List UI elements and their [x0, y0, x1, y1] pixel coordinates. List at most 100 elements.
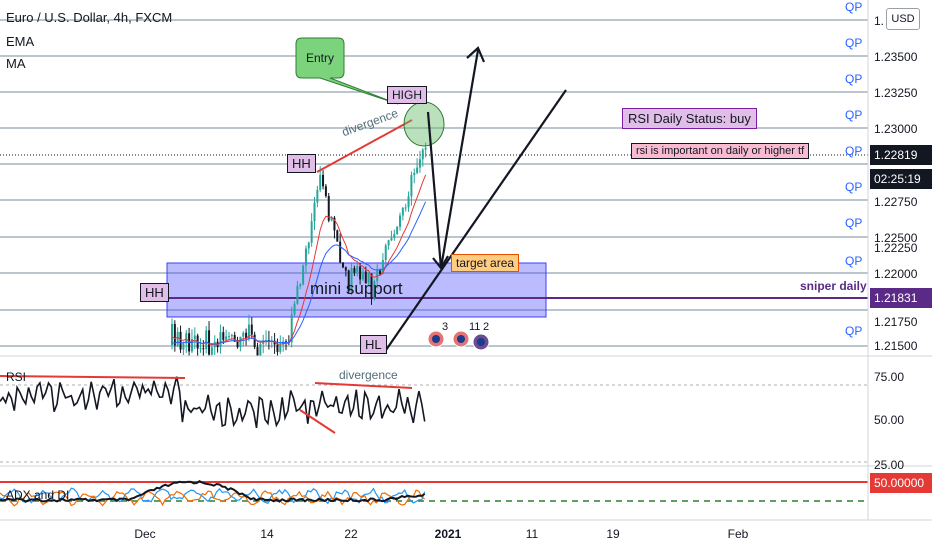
- candle-body: [342, 262, 344, 268]
- candle-body: [199, 348, 202, 350]
- price-tick: 1.22500: [874, 231, 918, 245]
- candle-body: [296, 286, 299, 304]
- candle-body: [421, 149, 424, 160]
- candle-body: [330, 217, 333, 221]
- ma-line: [171, 201, 427, 345]
- hh-label-left[interactable]: HH: [140, 283, 169, 302]
- sniper-daily-label[interactable]: sniper daily: [800, 279, 867, 293]
- currency-button[interactable]: USD: [886, 8, 920, 30]
- candle-body: [407, 196, 410, 208]
- time-tick: Feb: [727, 527, 749, 541]
- rsi-status-label[interactable]: RSI Daily Status: buy: [622, 108, 757, 129]
- candle-body: [384, 245, 387, 261]
- candle-body: [279, 344, 282, 352]
- candle-body: [379, 270, 382, 275]
- candle-body: [410, 175, 413, 197]
- candle-body: [299, 284, 302, 287]
- candle-body: [416, 167, 419, 173]
- high-label[interactable]: HIGH: [387, 86, 427, 104]
- candle-body: [256, 347, 259, 356]
- candle-body: [393, 234, 396, 239]
- candle-body: [253, 334, 256, 348]
- candle-body: [247, 324, 250, 339]
- candle-body: [285, 341, 287, 343]
- mini-support-label[interactable]: mini support: [310, 279, 403, 298]
- entry-highlight: [403, 101, 445, 147]
- entry-callout-text: Entry: [306, 51, 334, 65]
- time-tick: Dec: [134, 527, 156, 541]
- qp-label: QP: [845, 36, 863, 50]
- price-tick: 1.22750: [874, 195, 918, 209]
- rsi-divergence-line: [299, 409, 336, 434]
- candle-body: [242, 332, 245, 337]
- divergence-rsi-label[interactable]: divergence: [339, 368, 398, 382]
- candle-body: [250, 324, 253, 335]
- candle-body: [222, 332, 225, 340]
- ma-indicator-label[interactable]: MA: [6, 56, 26, 71]
- di-minus-line: [0, 489, 426, 507]
- candle-body: [233, 335, 236, 342]
- price-tick-partial: 1.: [874, 14, 885, 28]
- candle-body: [413, 172, 416, 176]
- candle-body: [401, 207, 404, 216]
- candle-body: [327, 196, 330, 221]
- qp-label: QP: [845, 144, 863, 158]
- candle-body: [373, 281, 376, 299]
- candle-body: [239, 336, 242, 348]
- candle-body: [336, 230, 339, 242]
- rsi-pane: [0, 375, 868, 463]
- rsi-tick: 75.00: [874, 370, 905, 384]
- candle-body: [276, 344, 279, 352]
- candle-body: [293, 303, 296, 315]
- target-area-label[interactable]: target area: [451, 254, 520, 272]
- rsi-tick: 25.00: [874, 458, 905, 472]
- price-tick: 1.23250: [874, 86, 918, 100]
- target-arrow: [426, 111, 443, 269]
- candle-body: [367, 273, 370, 284]
- event-count: 11: [469, 321, 481, 333]
- hh-label[interactable]: HH: [287, 154, 316, 173]
- economic-event-icon-inner: [477, 338, 485, 346]
- rsi-divergence-line: [0, 375, 186, 379]
- rsi-note-label[interactable]: rsi is important on daily or higher tf: [631, 143, 810, 159]
- candle-body: [359, 266, 362, 280]
- candle-body: [381, 260, 384, 275]
- rsi-line: [0, 376, 426, 429]
- candle-body: [333, 217, 336, 231]
- rsi-pane-label[interactable]: RSI: [6, 370, 27, 384]
- ema-indicator-label[interactable]: EMA: [6, 34, 35, 49]
- candle-body: [361, 271, 364, 280]
- candle-body: [418, 159, 421, 168]
- time-tick: 11: [525, 527, 539, 541]
- candle-body: [236, 341, 239, 348]
- symbol-title[interactable]: Euro / U.S. Dollar, 4h, FXCM: [6, 10, 173, 25]
- candle-body: [390, 238, 393, 241]
- time-tick: 14: [260, 527, 274, 541]
- candle-body: [424, 147, 427, 150]
- candle-body: [190, 339, 193, 352]
- time-tick-year: 2021: [434, 527, 462, 541]
- candle-body: [404, 207, 407, 209]
- divergence-price-line: [316, 119, 413, 173]
- candle-body: [173, 323, 176, 346]
- candle-body: [353, 268, 356, 273]
- event-count: 3: [442, 321, 449, 333]
- candle-body: [370, 273, 373, 299]
- adx-pane-label[interactable]: ADX and DI: [6, 488, 70, 502]
- candle-body: [219, 332, 222, 348]
- event-count: 2: [483, 321, 490, 333]
- candle-body: [313, 202, 316, 222]
- candle-body: [316, 189, 319, 203]
- hl-label[interactable]: HL: [360, 335, 387, 354]
- candle-body: [319, 174, 322, 190]
- time-tick: 22: [344, 527, 358, 541]
- price-tick: 1.22250: [874, 241, 918, 255]
- qp-label: QP: [845, 72, 863, 86]
- candle-body: [259, 343, 262, 356]
- bar-countdown-tag: 02:25:19: [870, 169, 932, 189]
- candle-body: [322, 174, 325, 187]
- time-tick: 19: [606, 527, 620, 541]
- candle-body: [304, 248, 307, 266]
- candle-body: [290, 314, 293, 343]
